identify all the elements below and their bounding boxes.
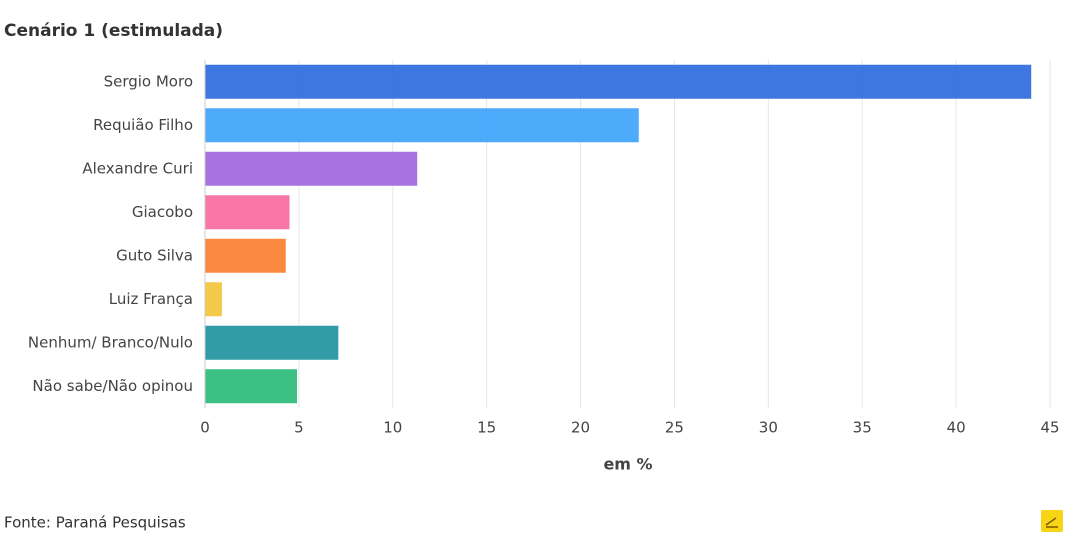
y-tick-label: Alexandre Curi (82, 159, 193, 177)
x-tick-label: 25 (665, 419, 684, 437)
bar (205, 151, 418, 186)
x-tick-label: 40 (947, 419, 966, 437)
x-tick-label: 35 (853, 419, 872, 437)
bar (205, 195, 290, 230)
bar (205, 238, 286, 273)
y-tick-label: Sergio Moro (104, 72, 193, 90)
bar (205, 282, 222, 317)
bar (205, 108, 639, 143)
y-tick-label: Requião Filho (93, 116, 193, 134)
y-tick-label: Luiz França (109, 290, 193, 308)
y-tick-label: Guto Silva (116, 246, 193, 264)
x-tick-label: 10 (383, 419, 402, 437)
bar (205, 369, 298, 404)
x-tick-label: 45 (1040, 419, 1059, 437)
y-tick-label: Giacobo (132, 203, 193, 221)
x-tick-label: 0 (200, 419, 210, 437)
source: Fonte: Paraná Pesquisas (4, 514, 186, 532)
x-tick-label: 20 (571, 419, 590, 437)
y-tick-label: Não sabe/Não opinou (32, 377, 193, 395)
chart-title: Cenário 1 (estimulada) (4, 21, 223, 41)
logo-icon (1041, 510, 1063, 532)
x-tick-label: 15 (477, 419, 496, 437)
bar (205, 64, 1032, 99)
x-tick-label: 30 (759, 419, 778, 437)
y-tick-label: Nenhum/ Branco/Nulo (28, 333, 193, 351)
x-tick-label: 5 (294, 419, 304, 437)
bar (205, 325, 339, 360)
x-axis-label: em % (603, 455, 652, 474)
